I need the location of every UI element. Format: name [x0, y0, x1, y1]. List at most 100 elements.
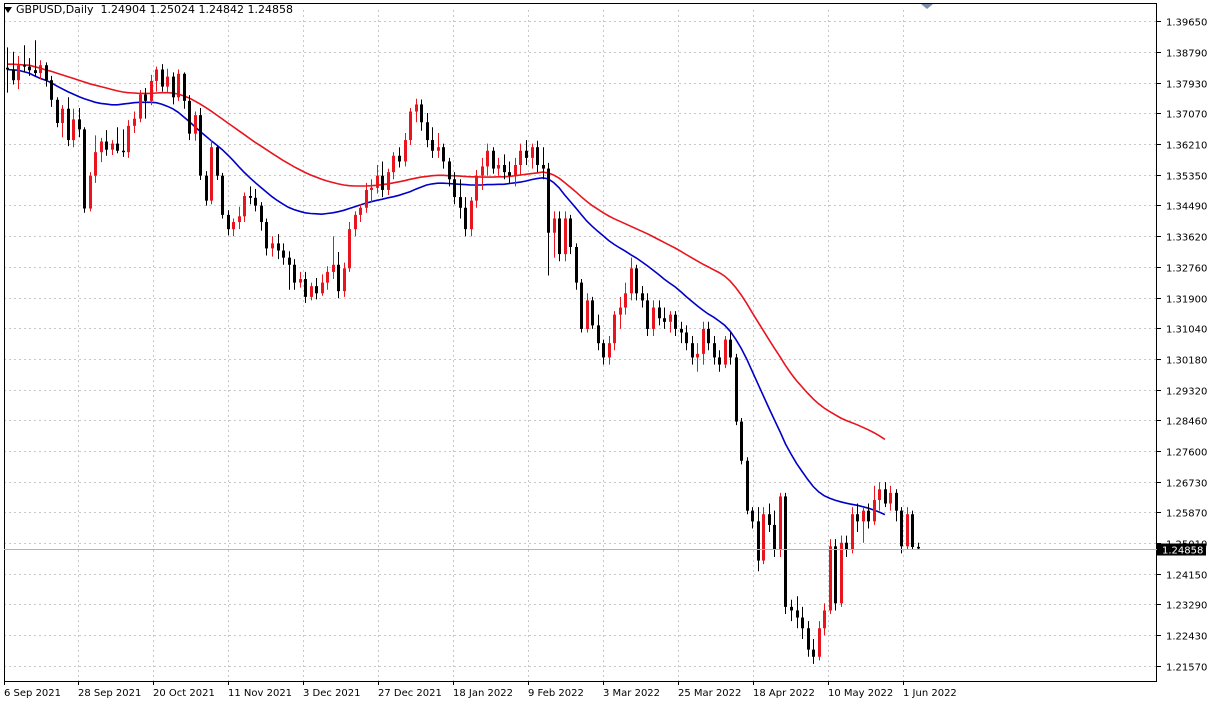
candle-body — [884, 489, 887, 504]
candle-body — [56, 99, 59, 123]
candle-body — [78, 119, 81, 130]
candle — [61, 105, 64, 138]
x-tick-label: 3 Dec 2021 — [303, 688, 361, 699]
candle — [199, 107, 202, 180]
candle-body — [475, 175, 478, 201]
candle-body — [67, 108, 70, 141]
candle-body — [83, 129, 86, 209]
candle-body — [265, 222, 268, 249]
candle-body — [326, 271, 329, 283]
candle-body — [45, 65, 48, 81]
candle-body — [464, 207, 467, 230]
candle-body — [525, 150, 528, 158]
candle — [254, 188, 257, 212]
candle — [481, 157, 484, 190]
candle-body — [492, 150, 495, 169]
candle-body — [260, 205, 263, 223]
candle-body — [784, 496, 787, 607]
grid — [4, 10, 1157, 681]
candle-body — [597, 325, 600, 344]
candle-body — [696, 353, 699, 358]
candle — [459, 179, 462, 219]
candle-body — [271, 243, 274, 249]
candle — [34, 40, 37, 77]
candle-body — [856, 514, 859, 522]
candle — [332, 236, 335, 280]
candle-body — [713, 343, 716, 358]
candle — [685, 325, 688, 351]
candle — [525, 140, 528, 166]
candle-body — [878, 489, 881, 500]
y-tick-label: 1.23290 — [1166, 601, 1207, 612]
candle-body — [613, 314, 616, 344]
candle — [619, 296, 622, 329]
header-dropdown-icon[interactable] — [4, 6, 12, 13]
candle — [183, 72, 186, 109]
candle-body — [12, 69, 15, 81]
candle-body — [762, 514, 765, 561]
candle-body — [254, 197, 257, 206]
candle — [277, 234, 280, 260]
candle-body — [238, 216, 241, 223]
candle — [503, 154, 506, 180]
candle — [105, 130, 108, 156]
axes: 1.39650 1.38790 1.37930 1.37070 1.36210 1.353… — [4, 3, 1207, 699]
x-tick-label: 27 Dec 2021 — [378, 688, 442, 699]
candle — [155, 66, 158, 92]
candle — [221, 172, 224, 219]
y-tick-label: 1.28460 — [1166, 417, 1207, 428]
candle-body — [188, 100, 191, 134]
candle-body — [23, 65, 26, 67]
candle — [564, 211, 567, 262]
candle-body — [796, 610, 799, 618]
candle-body — [216, 147, 219, 176]
candle — [365, 182, 368, 213]
candle-body — [343, 268, 346, 292]
candle-body — [420, 104, 423, 123]
y-tick-label: 1.38790 — [1166, 49, 1207, 60]
candle-body — [702, 328, 705, 354]
ohlc-low: 1.24842 — [198, 3, 245, 16]
candle-body — [199, 115, 202, 176]
candle — [591, 296, 594, 329]
y-tick-label: 1.27600 — [1166, 448, 1207, 459]
candle — [67, 97, 70, 147]
candle — [597, 314, 600, 351]
candle — [359, 204, 362, 223]
y-tick-label: 1.26730 — [1166, 479, 1207, 490]
chart-header: GBPUSD,Daily 1.24904 1.25024 1.24842 1.2… — [2, 3, 293, 16]
candle-body — [321, 282, 324, 294]
candle-body — [470, 200, 473, 230]
candle-body — [497, 165, 500, 169]
candle-body — [658, 307, 661, 319]
candle — [83, 127, 86, 213]
candle — [304, 271, 307, 303]
y-tick-label: 1.37930 — [1166, 80, 1207, 91]
candle — [735, 353, 738, 426]
candle — [133, 111, 136, 133]
candle-body — [619, 307, 622, 315]
candle-body — [801, 617, 804, 629]
candle-body — [873, 499, 876, 522]
candle — [586, 293, 589, 333]
candle-body — [194, 115, 197, 134]
chart-shift-marker-icon[interactable] — [921, 4, 933, 9]
ohlc-close: 1.24858 — [247, 3, 294, 16]
candle — [6, 47, 9, 93]
candle — [45, 62, 48, 87]
candle — [210, 140, 213, 205]
candle-body — [426, 122, 429, 141]
candle — [271, 236, 274, 257]
candle-body — [376, 175, 379, 188]
candles — [6, 40, 920, 664]
y-tick-label: 1.32760 — [1166, 264, 1207, 275]
ma-slow-line — [7, 63, 886, 441]
candle — [116, 127, 119, 154]
candle — [547, 162, 550, 276]
candle — [288, 251, 291, 290]
candle-body — [243, 196, 246, 217]
candle-body — [790, 606, 793, 611]
candle-body — [740, 421, 743, 461]
candle-body — [183, 73, 186, 101]
